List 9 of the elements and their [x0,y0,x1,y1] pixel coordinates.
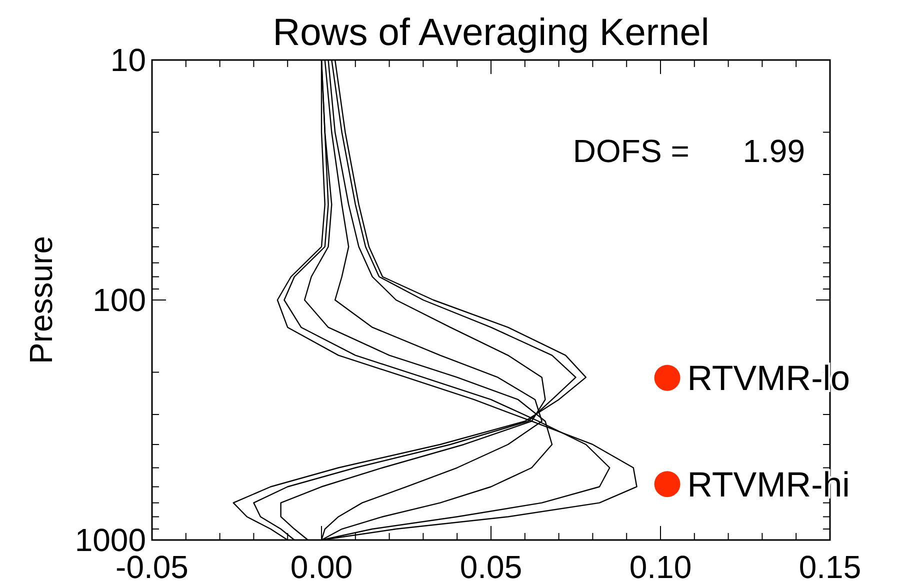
x-tick-label: 0.10 [629,549,692,585]
x-tick-label: 0.00 [290,549,353,585]
y-tick-label: 100 [92,282,146,318]
y-tick-label: 10 [110,42,146,78]
annotation: DOFS = 1.99 [572,133,805,169]
x-tick-label: 0.05 [460,549,522,585]
chart-title: Rows of Averaging Kernel [272,12,710,54]
x-tick-label: 0.15 [798,549,862,585]
y-axis-title: Pressure [23,236,59,364]
